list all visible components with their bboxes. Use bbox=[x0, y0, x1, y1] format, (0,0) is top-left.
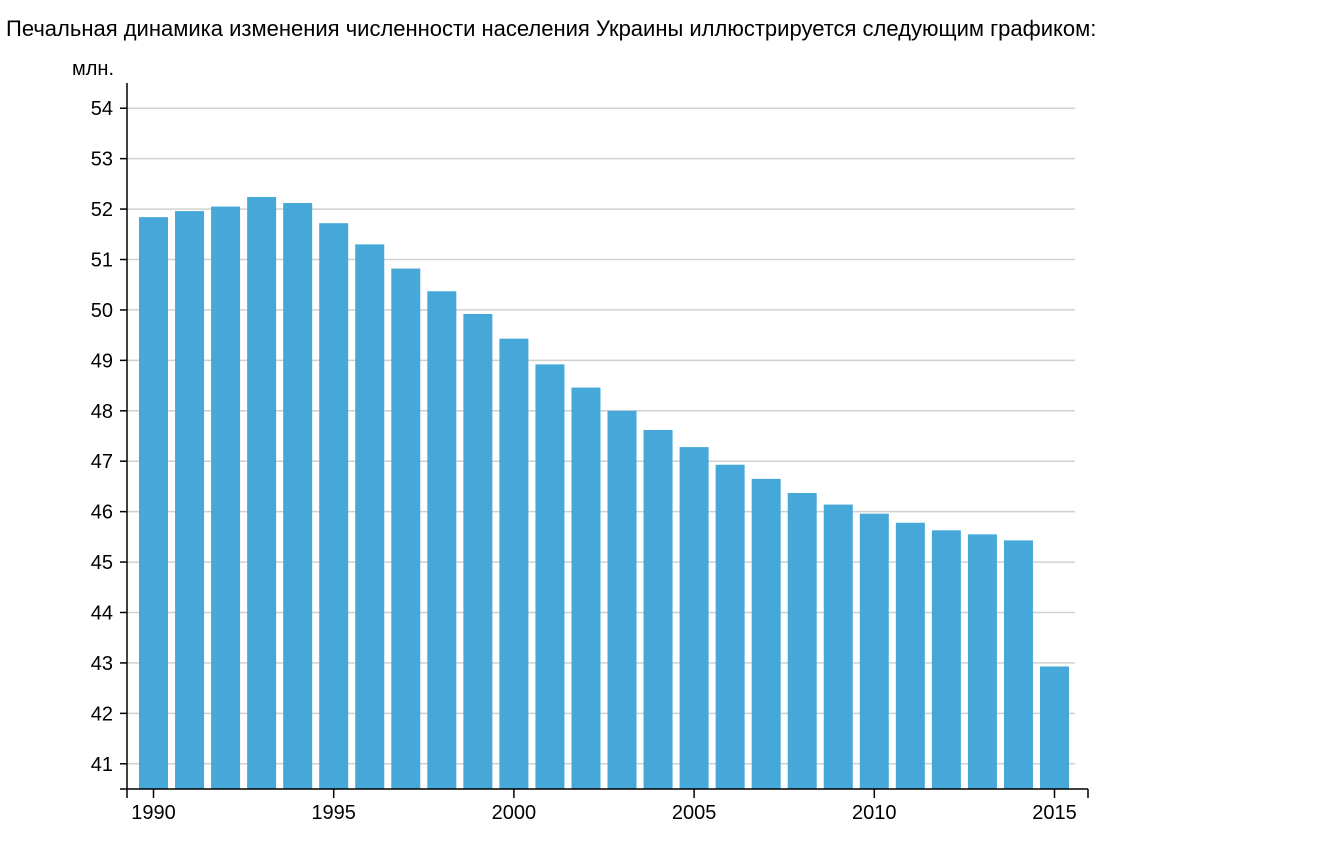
x-tick-label: 2015 bbox=[1032, 802, 1077, 824]
y-tick-label: 53 bbox=[91, 149, 113, 171]
axes: 41 42 43 44 45 46 47 48 49 50 51 52 53 54 1990 1995 2000… bbox=[91, 83, 1089, 824]
y-tick-label: 54 bbox=[91, 98, 113, 120]
bar bbox=[319, 223, 349, 789]
chart-caption: Печальная динамика изменения численности… bbox=[6, 16, 1097, 41]
bar bbox=[607, 410, 637, 789]
y-tick-label: 48 bbox=[91, 401, 113, 423]
bar bbox=[499, 338, 529, 789]
bar bbox=[139, 217, 168, 789]
bar bbox=[931, 530, 961, 789]
bar bbox=[427, 291, 457, 789]
y-tick-label: 47 bbox=[91, 451, 113, 473]
bar bbox=[355, 244, 385, 789]
y-tick-label: 42 bbox=[91, 703, 113, 725]
bar bbox=[895, 522, 925, 789]
bar bbox=[643, 429, 673, 789]
bar bbox=[715, 464, 745, 789]
y-tick-label: 52 bbox=[91, 199, 113, 221]
bar bbox=[175, 211, 205, 790]
bar bbox=[967, 534, 997, 789]
y-tick-label: 50 bbox=[91, 300, 113, 322]
bar bbox=[463, 313, 493, 789]
y-tick-label: 44 bbox=[91, 603, 113, 625]
y-tick-label: 45 bbox=[91, 552, 113, 574]
bar bbox=[751, 478, 781, 789]
x-tick-label: 2000 bbox=[492, 802, 537, 824]
bar bbox=[787, 492, 817, 789]
x-tick-label: 1990 bbox=[131, 802, 176, 824]
x-tick-label: 1995 bbox=[311, 802, 356, 824]
y-tick-label: 43 bbox=[91, 653, 113, 675]
bar bbox=[211, 206, 241, 790]
y-tick-label: 41 bbox=[91, 754, 113, 776]
bar bbox=[247, 196, 277, 790]
bar bbox=[1040, 666, 1069, 789]
bar bbox=[679, 447, 709, 789]
y-tick-label: 49 bbox=[91, 350, 113, 372]
bars bbox=[139, 196, 1069, 790]
x-tick-label: 2010 bbox=[852, 802, 897, 824]
x-tick-label: 2005 bbox=[672, 802, 717, 824]
y-tick-label: 51 bbox=[91, 250, 113, 272]
bar bbox=[823, 504, 853, 789]
y-axis-unit-label: млн. bbox=[72, 58, 114, 80]
bar bbox=[283, 203, 313, 789]
bar bbox=[391, 268, 421, 790]
y-tick-label: 46 bbox=[91, 502, 113, 524]
bar bbox=[1003, 540, 1033, 789]
bar bbox=[571, 387, 601, 789]
bar bbox=[859, 513, 889, 789]
bar bbox=[535, 364, 565, 789]
